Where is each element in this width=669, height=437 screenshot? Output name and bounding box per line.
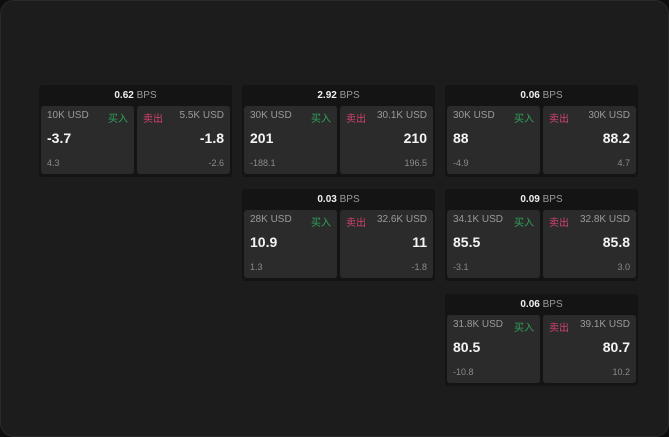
quote-card: 0.09 BPS 34.1K USD 买入 85.5 -3.1 卖出 32.8K U… — [445, 189, 638, 281]
sell-label: 卖出 — [549, 323, 569, 334]
buy-size: 30K USD — [250, 110, 292, 121]
sell-label: 卖出 — [143, 114, 163, 125]
spread-value: 0.03 — [317, 194, 337, 205]
buy-price: 85.5 — [453, 234, 481, 250]
buy-size: 31.8K USD — [453, 319, 504, 330]
sell-button[interactable]: 卖出 39.1K USD 80.7 10.2 — [543, 315, 636, 383]
sell-price: 88.2 — [602, 130, 630, 146]
spread-unit: BPS — [339, 194, 360, 205]
spread-header: 0.06 BPS — [445, 294, 638, 315]
spread-value: 0.09 — [520, 194, 540, 205]
sell-size: 39.1K USD — [579, 319, 630, 330]
sell-price: 11 — [412, 234, 427, 250]
spread-value: 2.92 — [317, 90, 337, 101]
buy-price: 80.5 — [453, 339, 481, 355]
spread-header: 0.06 BPS — [445, 85, 638, 106]
sell-change: -1.8 — [411, 262, 427, 272]
sell-button[interactable]: 卖出 32.8K USD 85.8 3.0 — [543, 210, 636, 278]
sell-price: 85.8 — [602, 234, 630, 250]
sell-button[interactable]: 卖出 5.5K USD -1.8 -2.6 — [137, 106, 230, 174]
spread-unit: BPS — [136, 90, 157, 101]
buy-change: -3.1 — [453, 262, 469, 272]
quote-card: 2.92 BPS 30K USD 买入 201 -188.1 卖出 30.1K US… — [242, 85, 435, 177]
buy-size: 34.1K USD — [453, 214, 504, 225]
sell-change: 196.5 — [404, 158, 427, 168]
buy-price: 88 — [453, 130, 469, 146]
buy-price: -3.7 — [47, 130, 72, 146]
buy-size: 10K USD — [47, 110, 89, 121]
sell-label: 卖出 — [346, 218, 366, 229]
spread-unit: BPS — [542, 299, 563, 310]
sell-change: 4.7 — [617, 158, 630, 168]
spread-unit: BPS — [542, 90, 563, 101]
spread-header: 0.09 BPS — [445, 189, 638, 210]
spread-value: 0.62 — [114, 90, 134, 101]
sell-price: 80.7 — [602, 339, 630, 355]
sell-button[interactable]: 卖出 32.6K USD 11 -1.8 — [340, 210, 433, 278]
buy-price: 201 — [250, 130, 274, 146]
sell-change: 10.2 — [612, 367, 630, 377]
buy-label: 买入 — [514, 114, 534, 125]
sell-button[interactable]: 卖出 30.1K USD 210 196.5 — [340, 106, 433, 174]
sell-size: 32.6K USD — [376, 214, 427, 225]
sell-button[interactable]: 卖出 30K USD 88.2 4.7 — [543, 106, 636, 174]
sell-label: 卖出 — [549, 114, 569, 125]
buy-change: -10.8 — [453, 367, 474, 377]
buy-change: -188.1 — [250, 158, 276, 168]
sell-size: 5.5K USD — [179, 110, 224, 121]
buy-label: 买入 — [311, 218, 331, 229]
sell-price: -1.8 — [199, 130, 224, 146]
quote-card: 0.06 BPS 30K USD 买入 88 -4.9 卖出 30K USD 88.… — [445, 85, 638, 177]
buy-change: 4.3 — [47, 158, 60, 168]
sell-size: 30K USD — [588, 110, 630, 121]
buy-label: 买入 — [311, 114, 331, 125]
buy-change: -4.9 — [453, 158, 469, 168]
spread-value: 0.06 — [520, 90, 540, 101]
spread-value: 0.06 — [520, 299, 540, 310]
spread-unit: BPS — [542, 194, 563, 205]
sell-change: 3.0 — [617, 262, 630, 272]
buy-price: 10.9 — [250, 234, 278, 250]
sell-label: 卖出 — [346, 114, 366, 125]
buy-size: 30K USD — [453, 110, 495, 121]
buy-button[interactable]: 30K USD 买入 201 -188.1 — [244, 106, 337, 174]
sell-label: 卖出 — [549, 218, 569, 229]
buy-label: 买入 — [514, 218, 534, 229]
spread-unit: BPS — [339, 90, 360, 101]
quote-card: 0.03 BPS 28K USD 买入 10.9 1.3 卖出 32.6K USD … — [242, 189, 435, 281]
spread-header: 0.62 BPS — [39, 85, 232, 106]
spread-header: 0.03 BPS — [242, 189, 435, 210]
buy-change: 1.3 — [250, 262, 263, 272]
buy-button[interactable]: 10K USD 买入 -3.7 4.3 — [41, 106, 134, 174]
sell-size: 32.8K USD — [579, 214, 630, 225]
buy-button[interactable]: 34.1K USD 买入 85.5 -3.1 — [447, 210, 540, 278]
buy-label: 买入 — [108, 114, 128, 125]
buy-button[interactable]: 31.8K USD 买入 80.5 -10.8 — [447, 315, 540, 383]
buy-size: 28K USD — [250, 214, 292, 225]
sell-change: -2.6 — [208, 158, 224, 168]
sell-size: 30.1K USD — [376, 110, 427, 121]
buy-label: 买入 — [514, 323, 534, 334]
quote-card: 0.06 BPS 31.8K USD 买入 80.5 -10.8 卖出 39.1K … — [445, 294, 638, 386]
sell-price: 210 — [403, 130, 427, 146]
buy-button[interactable]: 30K USD 买入 88 -4.9 — [447, 106, 540, 174]
spread-header: 2.92 BPS — [242, 85, 435, 106]
quote-card: 0.62 BPS 10K USD 买入 -3.7 4.3 卖出 5.5K USD -… — [39, 85, 232, 177]
buy-button[interactable]: 28K USD 买入 10.9 1.3 — [244, 210, 337, 278]
